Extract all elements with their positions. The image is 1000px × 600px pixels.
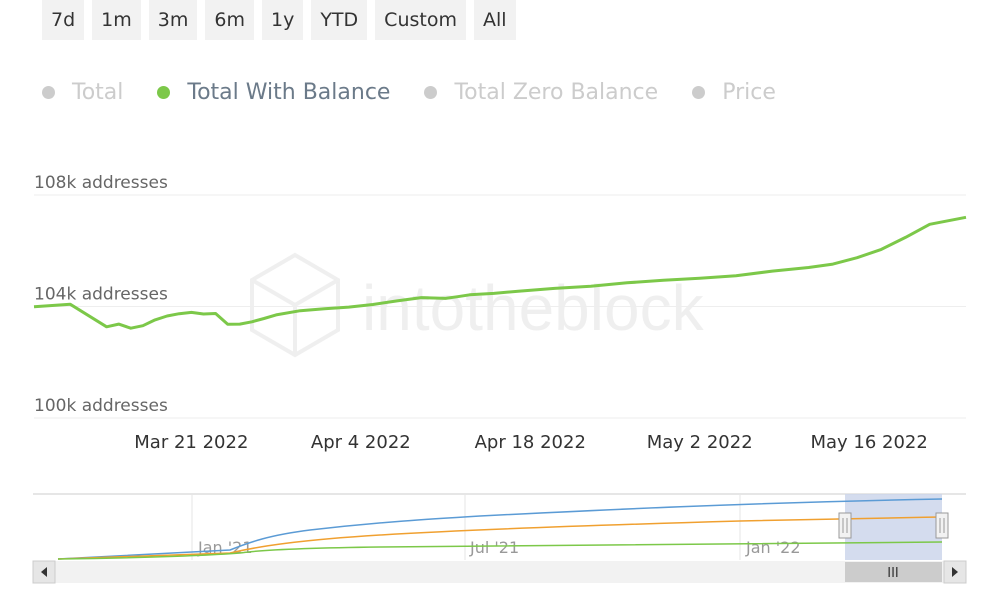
range-3m-button[interactable]: 3m [148, 0, 198, 40]
scroll-right-arrow-icon [952, 567, 958, 577]
y-tick-label: 100k addresses [34, 396, 168, 416]
navigator-zero-balance-line [57, 516, 943, 560]
y-axis: 100k addresses 104k addresses 108k address… [34, 173, 168, 416]
range-6m-button[interactable]: 6m [205, 0, 254, 40]
navigator-label-jan22: Jan '22 [745, 538, 801, 557]
navigator-total-line [57, 498, 943, 560]
x-tick-label: Apr 18 2022 [475, 432, 586, 453]
range-selector: 7d 1m 3m 6m 1y YTD Custom All [42, 0, 516, 40]
navigator-label-jul21: Jul '21 [469, 538, 519, 557]
x-tick-label: May 2 2022 [647, 432, 753, 453]
navigator-right-handle[interactable] [935, 512, 949, 539]
navigator-label-jan21: Jan '21 [197, 538, 253, 557]
series-line-total-with-balance[interactable] [33, 215, 967, 330]
y-tick-label: 108k addresses [34, 173, 168, 193]
series-group [33, 215, 967, 330]
x-tick-label: Apr 4 2022 [311, 432, 411, 453]
legend-item-total-with-balance[interactable]: Total With Balance [157, 80, 390, 105]
x-axis: Mar 21 2022 Apr 4 2022 Apr 18 2022 May 2 20… [134, 432, 928, 453]
scrollbar-track[interactable] [33, 561, 966, 583]
navigator-left-handle[interactable] [838, 512, 852, 539]
legend-dot-icon [42, 85, 55, 99]
legend-dot-icon [424, 85, 438, 99]
range-all-button[interactable]: All [473, 0, 516, 40]
navigator: Jan '21 Jul '21 Jan '22 [33, 493, 966, 560]
range-ytd-button[interactable]: YTD [311, 0, 368, 40]
watermark-text: intotheblock [362, 272, 705, 344]
legend-item-price[interactable]: Price [692, 80, 776, 105]
range-1y-button[interactable]: 1y [261, 0, 304, 40]
legend-label-total: Total [72, 79, 124, 105]
x-tick-label: Mar 21 2022 [134, 432, 248, 453]
legend-dot-icon [692, 85, 706, 99]
range-1m-button[interactable]: 1m [92, 0, 141, 40]
scrollbar-thumb[interactable] [845, 562, 942, 582]
legend-label-total-with-balance: Total With Balance [187, 79, 391, 105]
range-7d-button[interactable]: 7d [42, 0, 85, 40]
legend-item-total-zero-balance[interactable]: Total Zero Balance [424, 80, 658, 105]
navigator-selection[interactable] [845, 494, 942, 560]
x-tick-label: May 16 2022 [810, 432, 927, 453]
navigator-with-balance-line [57, 541, 943, 560]
watermark-logo-icon [250, 252, 340, 358]
legend-dot-icon [157, 85, 171, 99]
scrollbar[interactable]: III [32, 560, 967, 584]
legend-label-price: Price [722, 79, 776, 105]
scrollbar-grip-icon: III [887, 566, 899, 581]
watermark: intotheblock [250, 252, 705, 358]
scroll-left-arrow-icon [41, 567, 47, 577]
legend-label-total-zero-balance: Total Zero Balance [454, 79, 659, 105]
legend-item-total[interactable]: Total [42, 80, 123, 105]
grid-lines [34, 194, 966, 419]
y-tick-label: 104k addresses [34, 285, 168, 305]
chart-legend: Total Total With Balance Total Zero Bala… [42, 76, 810, 108]
range-custom-button[interactable]: Custom [375, 0, 466, 40]
